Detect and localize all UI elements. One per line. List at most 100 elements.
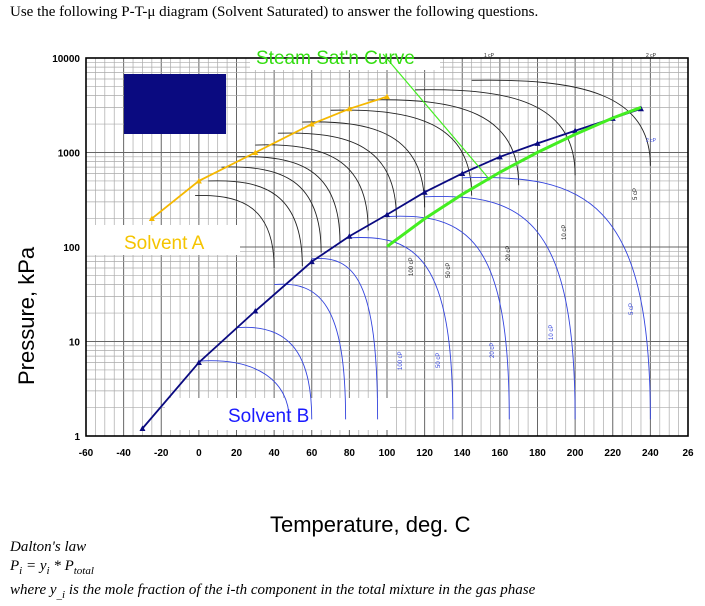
x-tick-label: 160: [492, 448, 509, 459]
y-tick-label: 1000: [58, 149, 81, 160]
x-tick-label: 0: [196, 448, 202, 459]
data-marker: [421, 189, 428, 195]
solvent-b-label-bg: [165, 398, 390, 430]
label-5cp-black: 5 cP: [633, 188, 639, 200]
iso-viscosity-curve-a: [208, 180, 303, 267]
y-tick-label: 10000: [52, 54, 80, 65]
x-tick-label: 220: [604, 448, 621, 459]
label-1cp: 1 cP: [484, 53, 495, 59]
legend-box: [124, 74, 226, 134]
label-2cp-black: 2 cP: [646, 53, 657, 59]
iso-viscosity-curve-b: [424, 195, 576, 420]
eq-p-sub: i: [19, 565, 23, 577]
label-50cp-black: 50 cP: [446, 263, 452, 278]
x-tick-label: 200: [567, 448, 584, 459]
iso-viscosity-curve-b: [386, 215, 510, 420]
data-marker: [534, 140, 541, 146]
chart-canvas: -60 -40 -20 0 20 40 60 80 100 120 140 160 180 200 220 2…: [0, 40, 694, 459]
x-axis-label: Temperature, deg. C: [270, 512, 471, 537]
iso-viscosity-curve-a: [277, 132, 397, 219]
data-marker: [346, 105, 353, 112]
data-marker: [572, 127, 579, 134]
y-axis-label: Pressure, kPa: [14, 246, 39, 385]
data-marker: [195, 177, 202, 184]
label-5cp-blue: 5 cP: [629, 303, 635, 315]
iso-viscosity-curve-b: [236, 326, 313, 420]
y-tick-label: 10: [69, 338, 81, 349]
data-marker: [459, 170, 466, 176]
label-10cp-black: 10 cP: [562, 225, 568, 240]
iso-viscosity-curve-b: [462, 176, 651, 420]
solvent-a-label-bg: [0, 225, 240, 255]
where-text: where y: [10, 582, 57, 598]
iso-viscosity-curve-a: [302, 121, 426, 208]
steam-satn-curve-label: Steam Sat'n Curve: [256, 48, 415, 69]
x-tick-label: 40: [269, 448, 281, 459]
iso-viscosity-curve-b: [198, 360, 290, 420]
label-100cp-blue: 100 cP: [398, 351, 404, 370]
label-50cp-blue: 50 cP: [436, 353, 442, 368]
label-20cp-blue: 20 cP: [490, 343, 496, 358]
where-rest: is the mole fraction of the i-th compone…: [65, 582, 536, 598]
iso-viscosity-curve-a: [255, 144, 369, 231]
y-tick-label: 1: [74, 432, 80, 443]
notes-where: where y_i is the mole fraction of the i-…: [10, 581, 535, 605]
iso-viscosity-curve-b: [311, 257, 379, 420]
data-marker: [148, 215, 155, 222]
label-20cp-black: 20 cP: [506, 246, 512, 261]
label-100cp-black: 100 cP: [409, 257, 415, 276]
daltons-equation: Pi = yi * Ptotal: [10, 557, 535, 581]
label-2cp-blue: 2 cP: [646, 138, 657, 144]
iso-viscosity-curve-a: [195, 194, 275, 268]
iso-viscosity-curve-a: [221, 166, 322, 253]
data-marker: [139, 425, 146, 432]
iso-viscosity-curve-a: [236, 156, 341, 243]
steam-pointer-line: [382, 53, 491, 181]
solvent-b-label: Solvent B: [228, 406, 309, 427]
x-tick-label: 20: [231, 448, 243, 459]
data-marker: [346, 233, 353, 239]
eq-p: P: [10, 558, 20, 574]
x-tick-label: 26: [682, 448, 694, 459]
eq-ptotal-sub: total: [73, 565, 94, 577]
eq-y: = y: [22, 558, 47, 574]
x-tick-label: 100: [379, 448, 396, 459]
eq-y-sub: i: [46, 565, 50, 577]
intro-text: Use the following P-T-μ diagram (Solvent…: [10, 4, 539, 20]
eq-ptotal: * P: [49, 558, 74, 574]
x-tick-label: 240: [642, 448, 659, 459]
data-marker: [384, 211, 390, 218]
label-10cp-blue: 10 cP: [549, 325, 555, 340]
iso-viscosity-curve-a: [368, 99, 520, 186]
pt-mu-chart: -60 -40 -20 0 20 40 60 80 100 120 140 160 180 200 220 2…: [0, 40, 705, 537]
x-tick-label: 180: [529, 448, 546, 459]
iso-viscosity-curve-a: [415, 89, 576, 176]
steam-label-bg: [250, 40, 440, 70]
x-tick-label: -20: [154, 448, 169, 459]
data-marker: [384, 93, 390, 100]
plot-frame: [85, 57, 689, 437]
x-tick-label: -40: [116, 448, 131, 459]
data-marker: [252, 149, 259, 155]
daltons-law-notes: Dalton's law Pi = yi * Ptotal where y_i …: [10, 538, 535, 605]
iso-viscosity-curve-b: [349, 237, 454, 420]
notes-title: Dalton's law: [10, 539, 87, 555]
data-marker: [252, 308, 259, 314]
x-tick-label: 140: [454, 448, 471, 459]
data-marker: [308, 121, 315, 127]
solvent-a-label: Solvent A: [124, 233, 205, 254]
where-sub: _i: [56, 589, 66, 601]
solvent-a-line: [151, 95, 388, 220]
x-tick-label: 80: [344, 448, 356, 459]
y-tick-label: 100: [63, 243, 80, 254]
x-tick-label: 120: [416, 448, 433, 459]
data-marker: [308, 258, 315, 265]
data-marker: [496, 153, 503, 160]
data-marker: [195, 359, 202, 365]
steam-sat-line: [386, 106, 642, 248]
iso-viscosity-curve-a: [330, 109, 473, 196]
x-tick-label: 60: [306, 448, 318, 459]
iso-viscosity-curve-a: [471, 79, 651, 166]
iso-viscosity-curve-b: [274, 283, 347, 420]
x-tick-label: -60: [79, 448, 94, 459]
